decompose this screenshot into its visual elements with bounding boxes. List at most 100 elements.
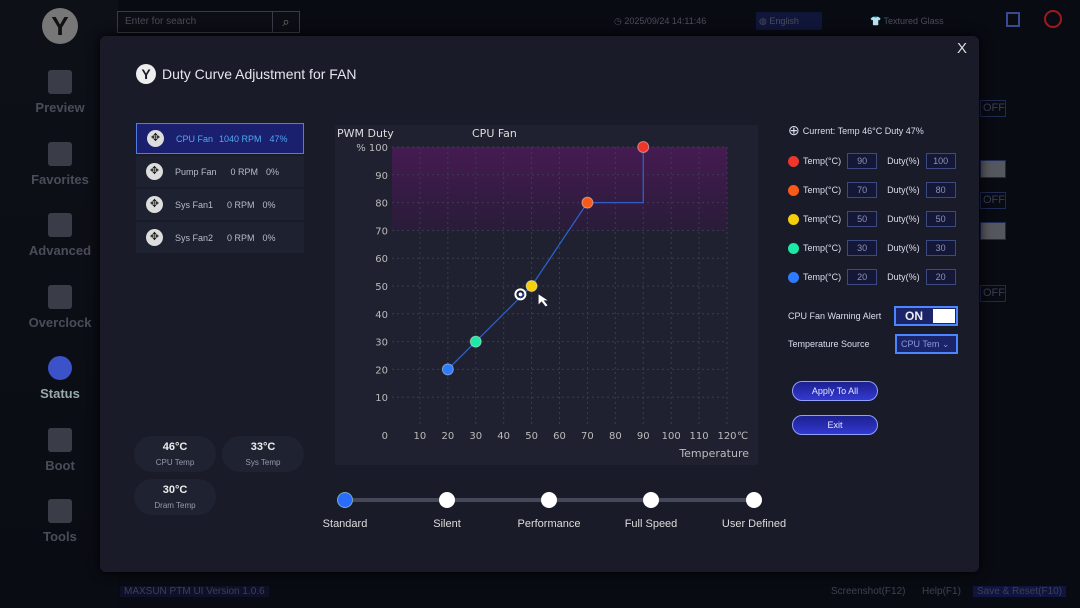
control-point[interactable] [525, 280, 538, 292]
y-tick-label: % 100 [356, 143, 388, 154]
temp-input[interactable]: 50 [847, 211, 878, 227]
chart-svg[interactable]: 0 10 20 30 40 50 60 70 80 90 100 110 120 10 20 30 40 50 60… [335, 125, 758, 465]
profile-label[interactable]: Silent [433, 518, 461, 530]
sidebar-item-tools[interactable]: Tools [10, 493, 110, 559]
warning-alert-toggle[interactable]: ON [894, 306, 958, 326]
current-point-marker [514, 288, 527, 301]
sidebar-item-favorites[interactable]: Favorites [10, 136, 110, 202]
duty-input[interactable]: 20 [925, 269, 956, 285]
sidebar-item-boot[interactable]: Boot [10, 422, 110, 488]
temp-label: Dram Temp [154, 501, 196, 510]
language-label: English [769, 16, 799, 26]
search-icon[interactable]: ⌕ [272, 12, 299, 32]
profile-label[interactable]: Performance [517, 518, 581, 530]
save-icon[interactable] [1006, 12, 1020, 27]
point-color-icon [788, 213, 799, 225]
x-tick-label: 10 [414, 431, 427, 442]
temp-value: 46°C [162, 441, 188, 453]
curve-point-row: Temp(°C) 70 Duty(%) 80 [788, 180, 966, 200]
x-tick-label: 0 [382, 431, 388, 442]
sidebar-item-label: Tools [43, 529, 77, 544]
theme-button[interactable]: 👕 Textured Glass [870, 12, 944, 30]
favorites-icon [48, 141, 72, 166]
globe-icon: ◍ [759, 16, 770, 26]
profile-label[interactable]: Standard [322, 518, 368, 530]
sidebar-item-overclock[interactable]: Overclock [10, 279, 110, 345]
fan-item[interactable]: ✥ Sys Fan1 0 RPM 0% [136, 189, 304, 220]
fan-item[interactable]: ✥ Sys Fan2 0 RPM 0% [136, 222, 304, 253]
profile-full-speed-stop[interactable] [643, 492, 659, 508]
profile-silent-stop[interactable] [439, 492, 455, 508]
temp-input[interactable]: 20 [847, 269, 878, 285]
warning-alert-row: CPU Fan Warning Alert ON [788, 306, 958, 326]
fan-rpm: 0 RPM [230, 166, 259, 177]
brand-logo: Y [42, 8, 78, 44]
y-tick-label: 90 [375, 171, 388, 182]
x-tick-label: 60 [553, 431, 566, 442]
mouse-cursor-icon [538, 294, 548, 307]
language-button[interactable]: ◍ English [756, 12, 822, 30]
profile-performance-stop[interactable] [541, 492, 557, 508]
temp-input[interactable]: 30 [847, 240, 878, 256]
point-color-icon [788, 242, 799, 254]
temp-label: Temp(°C) [803, 243, 842, 253]
duty-input[interactable]: 30 [925, 240, 956, 256]
preview-icon [48, 70, 72, 94]
profile-label[interactable]: Full Speed [624, 518, 678, 530]
curve-point-editor: Temp(°C) 90 Duty(%) 100 Temp(°C) 70 Duty(%) 80 T… [788, 151, 966, 296]
duty-curve-chart[interactable]: 0 10 20 30 40 50 60 70 80 90 100 110 120 10 20 30 40 50 60… [335, 125, 758, 465]
control-point[interactable] [637, 141, 650, 153]
search-placeholder: Enter for search [125, 16, 197, 27]
control-point[interactable] [441, 363, 454, 376]
duty-input[interactable]: 50 [925, 211, 956, 227]
current-readout: ⊕ Current: Temp 46°C Duty 47% [788, 122, 924, 139]
temp-label: Sys Temp [245, 458, 281, 467]
power-icon[interactable] [1044, 10, 1062, 28]
close-button[interactable]: X [956, 40, 967, 57]
x-tick-label: 120 [717, 431, 736, 442]
fan-icon: ✥ [146, 196, 163, 213]
current-point-center [518, 292, 523, 297]
help-button[interactable]: Help(F1) [922, 586, 961, 597]
sidebar-item-advanced[interactable]: Advanced [10, 207, 110, 273]
exit-button[interactable]: Exit [792, 415, 878, 435]
duty-input[interactable]: 100 [925, 153, 956, 169]
temp-input[interactable]: 70 [847, 182, 878, 198]
search-input[interactable]: Enter for search ⌕ [117, 11, 300, 33]
temperature-source-select[interactable]: CPU Tem ⌄ [895, 334, 958, 354]
point-color-icon [788, 155, 799, 167]
control-point[interactable] [581, 196, 594, 209]
select-value: CPU Tem [901, 339, 940, 349]
profile-standard-stop[interactable] [337, 492, 353, 508]
curve-point-row: Temp(°C) 30 Duty(%) 30 [788, 238, 966, 258]
sys-temp-chip: 33°C Sys Temp [222, 436, 304, 472]
temp-label: Temp(°C) [803, 214, 842, 224]
fan-icon: ✥ [146, 163, 163, 180]
profile-label[interactable]: User Defined [721, 518, 787, 530]
y-tick-label: 40 [375, 310, 388, 321]
y-tick-label: 60 [375, 254, 388, 265]
fan-duty: 0% [262, 232, 276, 243]
temp-label: Temp(°C) [803, 185, 842, 195]
fan-item[interactable]: ✥ CPU Fan 1040 RPM 47% [136, 123, 304, 154]
apply-to-all-button[interactable]: Apply To All [792, 381, 878, 401]
fan-name: Pump Fan [175, 166, 217, 177]
y-tick-label: 30 [375, 338, 388, 349]
fan-item[interactable]: ✥ Pump Fan 0 RPM 0% [136, 156, 304, 187]
sidebar-item-label: Overclock [28, 314, 92, 330]
sidebar-item-label: Favorites [31, 171, 89, 187]
sidebar-item-preview[interactable]: Preview [10, 64, 110, 130]
sidebar-item-label: Preview [35, 100, 85, 115]
bg-color-box [980, 222, 1006, 240]
temp-input[interactable]: 90 [847, 153, 878, 169]
screenshot-button[interactable]: Screenshot(F12) [831, 586, 906, 597]
control-point[interactable] [469, 335, 482, 348]
profile-user-defined-stop[interactable] [746, 492, 762, 508]
duty-label: Duty(%) [887, 214, 920, 224]
sidebar-item-status[interactable]: Status [10, 350, 110, 416]
save-reset-button[interactable]: Save & Reset(F10) [973, 586, 1067, 597]
toggle-knob [933, 309, 955, 323]
y-tick-label: 70 [375, 226, 388, 237]
duty-input[interactable]: 80 [925, 182, 956, 198]
sidebar-item-label: Status [40, 386, 80, 401]
